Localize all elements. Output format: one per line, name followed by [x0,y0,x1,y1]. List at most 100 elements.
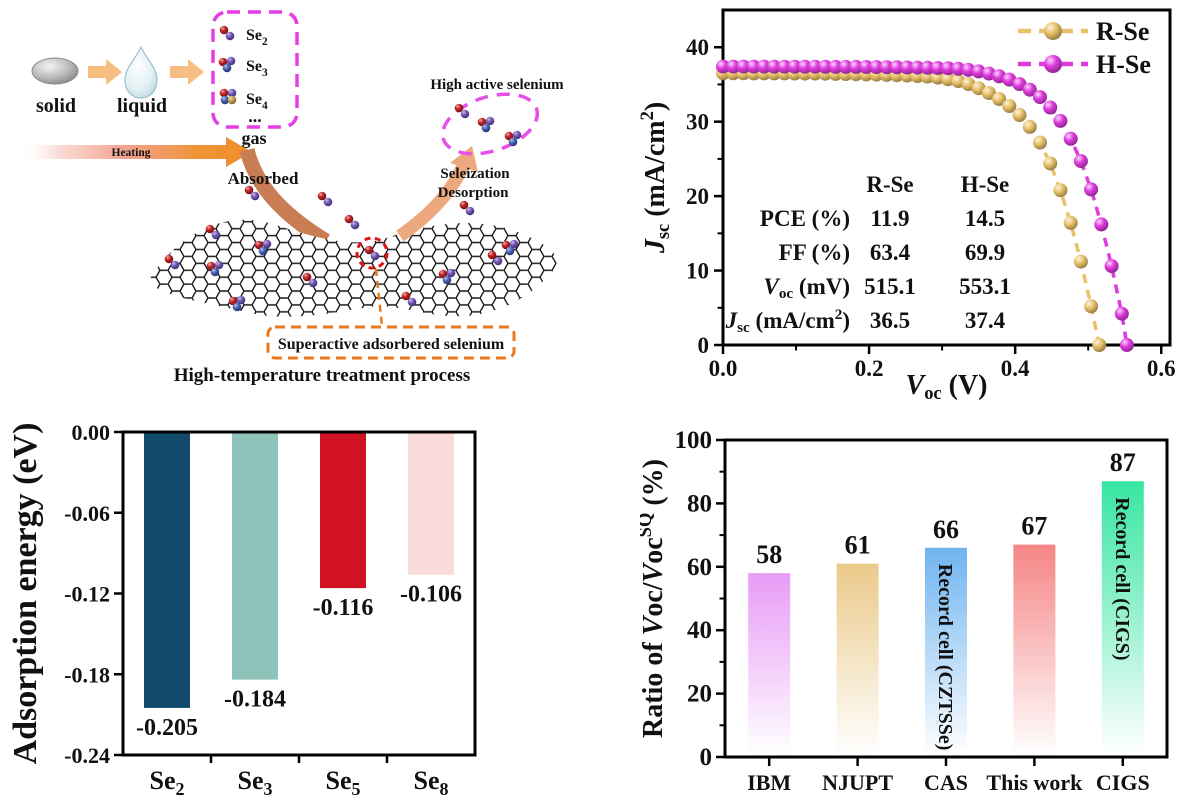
se-molecule [205,224,221,240]
data-point [777,59,792,74]
legend-item-H-Se: H-Se [1018,50,1151,79]
data-point [981,86,996,100]
se-molecule [438,268,456,285]
data-point [736,59,751,74]
y-tick-label: 0 [700,744,713,771]
data-point [1094,217,1109,232]
data-point [1043,156,1058,171]
se-molecule [206,260,224,277]
bar-IBM [748,573,791,756]
se-molecule [317,191,333,207]
data-point [910,60,925,75]
y-tick-label: 40 [686,35,709,60]
species-ellipsis: ... [248,106,262,126]
y-tick-label: -0.18 [64,662,110,687]
y-tick-label: -0.12 [64,582,110,607]
y-tick-label: 0.00 [72,420,111,445]
bar-value-label: 87 [1110,448,1136,477]
bar-value-label: 61 [845,531,871,560]
se-molecule [401,291,417,307]
schematic-panel: solid liquid Se2 Se3 Se4 ... gas Heating… [18,10,564,386]
bar-value-label: -0.184 [224,687,286,713]
bar-value-label: -0.116 [313,595,374,621]
se-molecule [219,25,235,41]
se-molecule [244,185,260,201]
highlight-circle-icon [355,236,389,270]
dashed-connector [374,268,384,327]
table-col-header: H-Se [961,172,1010,197]
bar-NJUPT [836,563,879,756]
x-tick-label: 0.6 [1147,356,1176,381]
graphene-sheet [148,219,557,317]
jv-curve-chart: 0.0 0.2 0.4 0.6 0 10 20 30 40 Voc (V) Jsc (mA/cm2)… [640,8,1176,403]
se-molecule [302,272,318,288]
legend-item-R-Se: R-Se [1018,17,1149,46]
data-point [1012,77,1027,92]
bar-value-label: -0.205 [136,715,198,741]
table-cell: 37.4 [965,308,1006,333]
data-point [930,61,945,75]
table-cell: 553.1 [959,274,1011,299]
data-point [756,59,771,74]
data-point [900,60,915,75]
desorption-label: Desorption [438,185,509,201]
data-point [1084,299,1099,314]
y-tick-label: -0.06 [64,501,110,526]
data-point [1063,215,1078,230]
data-point [859,60,874,74]
species-se2-label: Se2 [246,27,268,48]
superactive-box [266,325,516,360]
x-tick-label: 0.4 [1001,356,1030,381]
y-tick-label: 40 [687,617,712,644]
data-point [869,60,884,75]
se-molecule [487,250,503,266]
legend-marker [1044,55,1062,73]
data-point [716,59,730,74]
table-cell: 63.4 [870,240,911,265]
solid-icon [31,57,79,85]
data-point [818,59,833,74]
x-tick-label: 0.0 [709,356,738,381]
bar-value-label: 66 [933,515,959,544]
bar-Se2 [144,433,190,708]
liquid-drop-icon [124,45,158,99]
desorption-arrow-icon [396,161,470,242]
x-category-label: Se5 [326,766,361,799]
gas-species-box [211,10,299,129]
table-row-label: FF (%) [779,240,850,265]
y-tick-label: 80 [687,490,712,517]
y-tick-label: 10 [686,259,709,284]
x-category-label: CAS [924,770,968,795]
bar-CIGS [1101,481,1144,756]
x-category-label: CIGS [1096,770,1150,795]
bar-Se5 [320,433,366,589]
bar-value-label: 58 [756,540,782,569]
data-point [1053,183,1068,198]
se-molecule [504,130,522,147]
data-point [838,59,853,74]
data-point [797,59,812,74]
adsorption-energy-chart: 0.00 -0.06 -0.12 -0.18 -0.24 Adsorption energ… [7,420,477,799]
se-molecule [454,103,470,119]
x-category-label: NJUPT [822,770,893,795]
legend-label: H-Se [1096,50,1151,79]
legend-label: R-Se [1096,17,1149,46]
table-cell: 11.9 [871,206,910,231]
data-point [1043,100,1058,115]
liquid-label: liquid [117,95,167,117]
se-molecule [501,239,519,256]
species-se3-label: Se3 [246,58,268,79]
se-molecule [364,245,380,261]
data-point [1033,135,1047,150]
se-molecule [254,239,272,256]
data-point [1022,119,1037,134]
data-point [726,59,741,74]
data-point [1033,90,1047,105]
data-point [1104,259,1119,274]
y-axis-title: Adsorption energy (eV) [7,423,44,765]
desorbed-se-molecules [454,103,522,147]
y-tick-label: 20 [686,184,709,209]
schematic-caption: High-temperature treatment process [174,365,471,386]
